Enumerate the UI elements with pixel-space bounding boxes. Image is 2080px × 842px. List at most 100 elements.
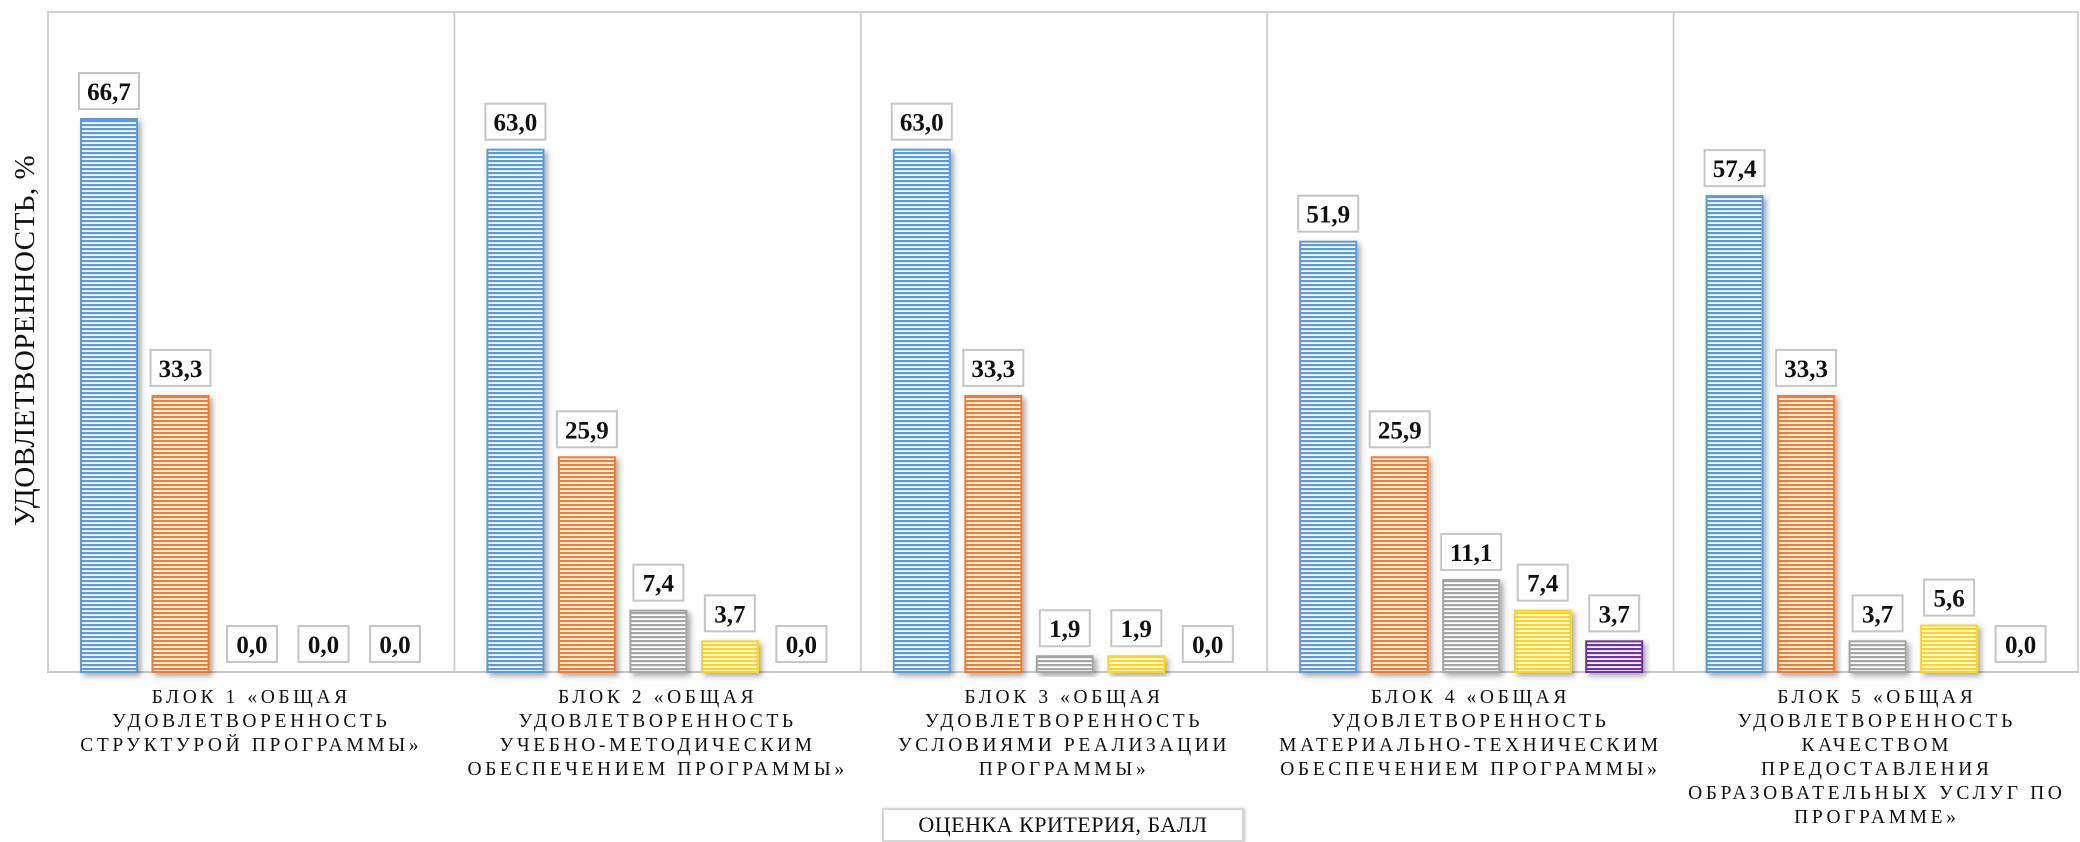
- bar: [1848, 640, 1907, 674]
- y-axis-label-wrap: УДОВЛЕТВОРЕННОСТЬ, %: [6, 0, 46, 680]
- bar: [486, 148, 545, 674]
- svg-text:5,6: 5,6: [1933, 586, 1964, 613]
- bar: [1370, 456, 1429, 674]
- svg-text:7,4: 7,4: [1527, 571, 1559, 598]
- bar: [80, 118, 138, 673]
- category-label-line: ОБРАЗОВАТЕЛЬНЫХ УСЛУГ ПО: [1688, 783, 2066, 804]
- data-label: 0,0: [297, 625, 350, 663]
- svg-text:25,9: 25,9: [1378, 417, 1422, 444]
- bar: [1442, 578, 1501, 673]
- data-label: 66,7: [78, 72, 140, 110]
- category-label-line: ПРЕДОСТАВЛЕНИЯ: [1761, 759, 1993, 780]
- svg-text:33,3: 33,3: [159, 356, 203, 383]
- data-label: 33,3: [1775, 348, 1838, 387]
- svg-text:3,7: 3,7: [1599, 601, 1630, 628]
- plot-area-border: [47, 11, 2079, 673]
- category-label-line: УЧЕБНО-МЕТОДИЧЕСКИМ: [499, 735, 816, 756]
- bar: [1035, 655, 1094, 673]
- x-axis-label: ОЦЕНКА КРИТЕРИЯ, БАЛЛ: [882, 808, 1244, 842]
- category-label-line: УДОВЛЕТВОРЕННОСТЬ: [924, 711, 1204, 732]
- svg-text:33,3: 33,3: [971, 356, 1015, 383]
- data-label: 0,0: [1181, 625, 1234, 663]
- svg-text:0,0: 0,0: [236, 632, 267, 659]
- bar: [892, 148, 951, 674]
- svg-text:1,9: 1,9: [1049, 616, 1080, 643]
- svg-text:0,0: 0,0: [786, 632, 817, 659]
- category-label-line: УДОВЛЕТВОРЕННОСТЬ: [1737, 711, 2016, 732]
- category-label-line: ПРОГРАММЕ»: [1794, 807, 1960, 828]
- bar: [964, 394, 1023, 673]
- category-label-line: БЛОК 4 «ОБЩАЯ: [1370, 687, 1570, 708]
- data-label: 1,9: [1110, 609, 1163, 648]
- data-label: 51,9: [1297, 194, 1360, 233]
- y-axis-label: УДОВЛЕТВОРЕННОСТЬ, %: [9, 154, 42, 526]
- bar: [151, 394, 210, 673]
- svg-text:3,7: 3,7: [1862, 601, 1893, 628]
- data-label: 11,1: [1440, 532, 1503, 571]
- data-label: 7,4: [632, 563, 685, 602]
- bar: [1585, 640, 1644, 674]
- data-label: 63,0: [890, 102, 953, 141]
- category-label-line: ПРОГРАММЫ»: [978, 759, 1150, 780]
- bar: [1107, 655, 1166, 673]
- data-label: 0,0: [226, 625, 278, 663]
- svg-text:1,9: 1,9: [1121, 616, 1152, 643]
- category-label-line: ОБЕСПЕЧЕНИЕМ ПРОГРАММЫ»: [467, 759, 848, 780]
- svg-text:3,7: 3,7: [714, 601, 745, 628]
- data-label: 0,0: [775, 625, 828, 663]
- svg-text:0,0: 0,0: [1192, 632, 1223, 659]
- category-label-line: ОБЕСПЕЧЕНИЕМ ПРОГРАММЫ»: [1280, 759, 1661, 780]
- category-label-line: УДОВЛЕТВОРЕННОСТЬ: [112, 711, 391, 732]
- data-label: 3,7: [1588, 594, 1641, 633]
- bar: [1777, 394, 1836, 673]
- bar: [1299, 240, 1358, 673]
- bar: [1920, 624, 1979, 674]
- category-label-line: КАЧЕСТВОМ: [1801, 735, 1953, 756]
- data-label: 3,7: [703, 594, 756, 633]
- data-label: 33,3: [962, 348, 1025, 387]
- svg-text:51,9: 51,9: [1306, 202, 1350, 229]
- svg-text:0,0: 0,0: [379, 632, 410, 659]
- data-label: 7,4: [1516, 563, 1569, 602]
- data-label: 1,9: [1038, 609, 1091, 648]
- svg-text:63,0: 63,0: [494, 110, 538, 137]
- data-label: 5,6: [1923, 578, 1976, 617]
- svg-text:57,4: 57,4: [1713, 156, 1757, 183]
- category-label: БЛОК 3 «ОБЩАЯ УДОВЛЕТВОРЕННОСТЬ УСЛОВИЯМИ …: [861, 686, 1267, 782]
- data-label: 33,3: [149, 348, 212, 387]
- svg-text:25,9: 25,9: [565, 417, 609, 444]
- category-label-line: БЛОК 2 «ОБЩАЯ: [558, 687, 758, 708]
- data-label: 57,4: [1703, 149, 1766, 188]
- data-label: 0,0: [369, 625, 421, 663]
- category-label: БЛОК 5 «ОБЩАЯ УДОВЛЕТВОРЕННОСТЬ КАЧЕСТВОМ П…: [1674, 686, 2080, 830]
- bar: [1705, 195, 1764, 673]
- data-label: 25,9: [555, 410, 618, 449]
- category-label-line: УСЛОВИЯМИ РЕАЛИЗАЦИИ: [897, 735, 1231, 756]
- category-label: БЛОК 4 «ОБЩАЯ УДОВЛЕТВОРЕННОСТЬ МАТЕРИАЛЬН…: [1267, 686, 1673, 782]
- svg-text:33,3: 33,3: [1784, 356, 1828, 383]
- category-label-line: СТРУКТУРОЙ ПРОГРАММЫ»: [80, 735, 423, 756]
- category-label-line: БЛОК 5 «ОБЩАЯ: [1777, 687, 1977, 708]
- bar: [1513, 609, 1572, 674]
- bar: [629, 609, 688, 674]
- data-label: 3,7: [1851, 594, 1904, 633]
- svg-text:66,7: 66,7: [87, 79, 131, 106]
- svg-text:0,0: 0,0: [2005, 632, 2036, 659]
- category-label-line: БЛОК 1 «ОБЩАЯ: [151, 687, 351, 708]
- svg-text:0,0: 0,0: [308, 632, 339, 659]
- data-label: 25,9: [1368, 410, 1431, 449]
- category-label-line: УДОВЛЕТВОРЕННОСТЬ: [518, 711, 797, 732]
- category-label: БЛОК 1 «ОБЩАЯ УДОВЛЕТВОРЕННОСТЬ СТРУКТУРОЙ…: [48, 686, 454, 758]
- data-label: 0,0: [1994, 625, 2047, 663]
- svg-text:7,4: 7,4: [643, 571, 675, 598]
- bar: [557, 456, 616, 674]
- category-label-line: УДОВЛЕТВОРЕННОСТЬ: [1331, 711, 1610, 732]
- category-label-line: БЛОК 3 «ОБЩАЯ: [964, 687, 1164, 708]
- category-label-line: МАТЕРИАЛЬНО-ТЕХНИЧЕСКИМ: [1279, 735, 1662, 756]
- category-label: БЛОК 2 «ОБЩАЯ УДОВЛЕТВОРЕННОСТЬ УЧЕБНО-МЕТ…: [454, 686, 860, 782]
- svg-text:63,0: 63,0: [900, 110, 944, 137]
- svg-text:11,1: 11,1: [1450, 540, 1492, 567]
- data-label: 63,0: [484, 102, 547, 141]
- bar: [700, 640, 759, 674]
